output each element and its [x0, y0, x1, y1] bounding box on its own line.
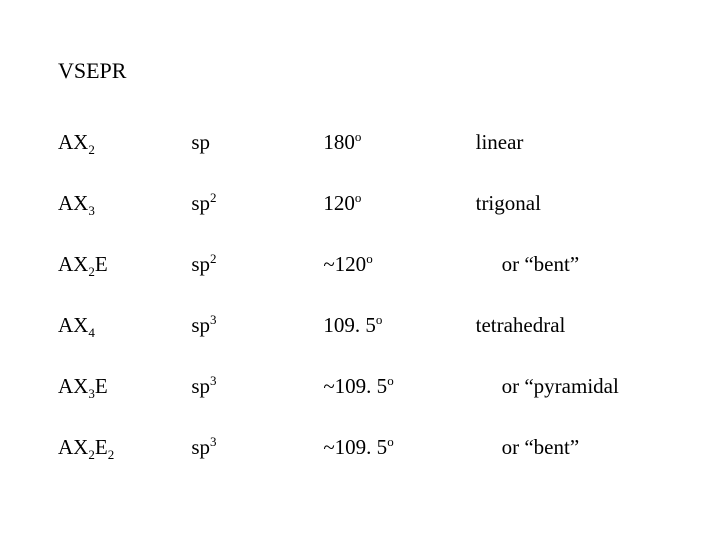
angle-cell: 180o [323, 112, 475, 173]
vsepr-table: AX2sp180olinearAX3sp2120otrigonalAX2Esp2… [58, 112, 658, 478]
table-row: AX2Esp2~120oor “bent” [58, 234, 658, 295]
geometry-cell: or “pyramidal [476, 356, 658, 417]
page: VSEPR AX2sp180olinearAX3sp2120otrigonalA… [0, 0, 720, 518]
formula-cell: AX2E2 [58, 417, 191, 478]
table-row: AX2E2sp3~109. 5oor “bent” [58, 417, 658, 478]
hybridization-cell: sp2 [191, 234, 323, 295]
table-row: AX4sp3109. 5otetrahedral [58, 295, 658, 356]
hybridization-cell: sp3 [191, 356, 323, 417]
angle-cell: ~109. 5o [323, 417, 475, 478]
hybridization-cell: sp [191, 112, 323, 173]
table-row: AX3Esp3~109. 5oor “pyramidal [58, 356, 658, 417]
formula-cell: AX3 [58, 173, 191, 234]
geometry-cell: trigonal [476, 173, 658, 234]
angle-cell: ~109. 5o [323, 356, 475, 417]
hybridization-cell: sp3 [191, 295, 323, 356]
formula-cell: AX4 [58, 295, 191, 356]
angle-cell: 109. 5o [323, 295, 475, 356]
hybridization-cell: sp3 [191, 417, 323, 478]
geometry-cell: tetrahedral [476, 295, 658, 356]
angle-cell: 120o [323, 173, 475, 234]
hybridization-cell: sp2 [191, 173, 323, 234]
vsepr-table-body: AX2sp180olinearAX3sp2120otrigonalAX2Esp2… [58, 112, 658, 478]
formula-cell: AX2E [58, 234, 191, 295]
geometry-cell: or “bent” [476, 234, 658, 295]
table-row: AX2sp180olinear [58, 112, 658, 173]
page-title: VSEPR [58, 58, 680, 84]
formula-cell: AX3E [58, 356, 191, 417]
formula-cell: AX2 [58, 112, 191, 173]
angle-cell: ~120o [323, 234, 475, 295]
geometry-cell: linear [476, 112, 658, 173]
table-row: AX3sp2120otrigonal [58, 173, 658, 234]
geometry-cell: or “bent” [476, 417, 658, 478]
